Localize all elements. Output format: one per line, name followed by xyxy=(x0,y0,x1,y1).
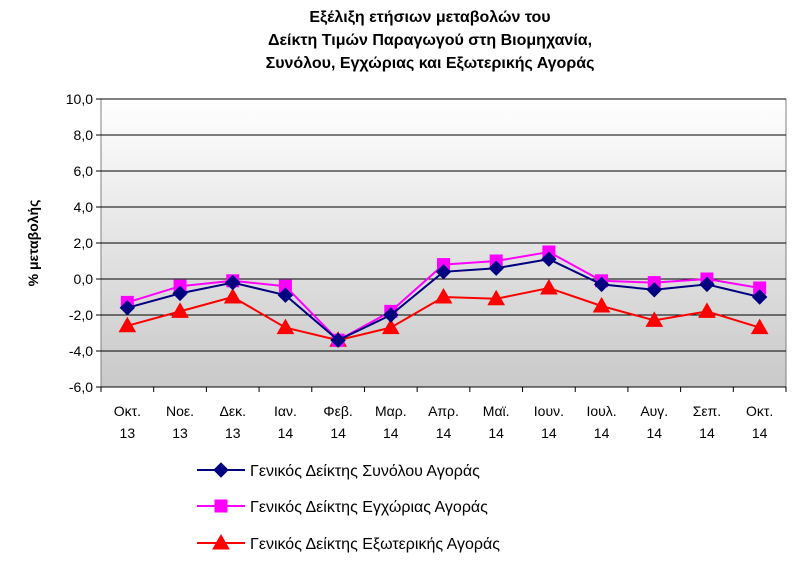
data-point xyxy=(645,311,664,327)
x-tick-label-year: 14 xyxy=(436,425,452,441)
data-point xyxy=(118,316,137,333)
x-axis: Οκτ. 13 Νοε. 13 Δεκ. 13 Ιαν. 14 Φεβ. 14 Μαρ. 14 Απρ.… xyxy=(100,387,787,441)
legend-item-2: Γενικός Δείκτης Εγχώριας Αγοράς xyxy=(197,499,488,516)
legend: Γενικός Δείκτης Συνόλου Αγοράς Γενικός Δε… xyxy=(197,462,500,553)
y-tick-label: -6,0 xyxy=(69,379,93,395)
x-tick-label-year: 13 xyxy=(225,425,241,441)
y-tick-label: -4,0 xyxy=(69,343,93,359)
data-point xyxy=(751,289,768,305)
data-point xyxy=(171,302,189,318)
legend-marker xyxy=(212,533,230,550)
x-tick-label: Απρ. xyxy=(428,403,459,419)
y-tick-label: 4,0 xyxy=(74,199,94,215)
data-point xyxy=(172,285,188,302)
data-point xyxy=(381,318,400,335)
x-tick-label-year: 13 xyxy=(120,425,136,441)
x-tick-label-year: 13 xyxy=(172,425,188,441)
data-point xyxy=(593,276,610,293)
y-tick-label: 6,0 xyxy=(74,163,94,179)
y-tick-label: 8,0 xyxy=(74,127,94,143)
data-point xyxy=(540,278,558,295)
chart-title-line-2: Δείκτη Τιμών Παραγωγού στη Βιομηχανία, xyxy=(267,32,593,49)
data-point xyxy=(434,287,453,304)
data-point xyxy=(488,260,504,276)
series-1 xyxy=(119,251,768,348)
y-tick-label: -2,0 xyxy=(69,307,93,323)
data-point xyxy=(750,318,769,335)
x-tick-label: Φεβ. xyxy=(323,403,352,419)
x-tick-label: Αυγ. xyxy=(640,403,668,419)
x-tick-label-year: 14 xyxy=(330,425,346,441)
x-tick-label-year: 14 xyxy=(699,425,715,441)
legend-label: Γενικός Δείκτης Εγχώριας Αγοράς xyxy=(250,499,488,516)
x-tick-label: Ιουλ. xyxy=(586,403,616,419)
data-point xyxy=(277,287,294,303)
x-tick-label: Μαϊ. xyxy=(483,403,510,419)
data-point xyxy=(383,307,399,323)
x-tick-label-year: 14 xyxy=(488,425,504,441)
legend-item-1: Γενικός Δείκτης Συνόλου Αγοράς xyxy=(197,462,480,480)
x-tick-label-year: 14 xyxy=(646,425,662,441)
x-tick-label-year: 14 xyxy=(383,425,399,441)
data-point xyxy=(225,274,241,291)
data-point xyxy=(592,296,611,313)
data-point xyxy=(699,276,715,293)
data-point xyxy=(487,289,506,306)
y-tick-label: 10,0 xyxy=(66,91,93,107)
x-tick-label: Οκτ. xyxy=(114,403,141,419)
gridlines xyxy=(101,98,786,388)
series xyxy=(118,245,769,348)
y-tick-label: 0,0 xyxy=(74,271,94,287)
legend-item-3: Γενικός Δείκτης Εξωτερικής Αγοράς xyxy=(197,533,500,553)
legend-marker xyxy=(214,499,228,513)
x-tick-label-year: 14 xyxy=(541,425,557,441)
y-axis-title: % μεταβολής xyxy=(25,200,41,287)
legend-label: Γενικός Δείκτης Συνόλου Αγοράς xyxy=(250,463,480,480)
data-point xyxy=(698,302,716,318)
data-point xyxy=(330,332,346,348)
x-tick-label-year: 14 xyxy=(594,425,610,441)
data-point xyxy=(435,264,452,280)
y-tick-label: 2,0 xyxy=(74,235,94,251)
x-tick-label: Μαρ. xyxy=(375,403,407,419)
x-tick-label-year: 14 xyxy=(278,425,294,441)
y-axis: 10,0 8,0 6,0 4,0 2,0 0,0 -2,0 -4,0 -6,0 xyxy=(66,91,101,395)
legend-marker xyxy=(213,462,229,478)
data-point xyxy=(646,282,662,298)
x-tick-label: Ιουν. xyxy=(534,403,564,419)
chart-title-line-3: Συνόλου, Εγχώριας και Εξωτερικής Αγοράς xyxy=(265,55,595,72)
chart-title: Εξέλιξη ετήσιων μεταβολών του Δείκτη Τιμ… xyxy=(0,6,800,75)
data-point xyxy=(276,318,295,335)
x-tick-label: Νοε. xyxy=(166,403,194,419)
x-tick-label-year: 14 xyxy=(752,425,768,441)
legend-label: Γενικός Δείκτης Εξωτερικής Αγοράς xyxy=(250,536,500,553)
x-tick-label: Ιαν. xyxy=(274,403,297,419)
chart-title-line-1: Εξέλιξη ετήσιων μεταβολών του xyxy=(309,9,551,26)
data-point xyxy=(541,251,557,267)
x-tick-label: Δεκ. xyxy=(219,403,245,419)
x-tick-label: Σεπ. xyxy=(693,403,721,419)
data-point xyxy=(119,300,136,316)
data-point xyxy=(223,287,242,304)
x-tick-label: Οκτ. xyxy=(746,403,773,419)
